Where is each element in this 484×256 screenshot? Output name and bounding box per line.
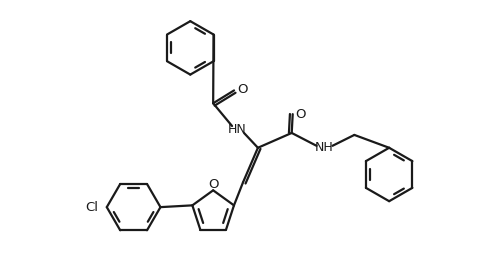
Text: O: O <box>295 108 306 121</box>
Text: HN: HN <box>227 123 246 136</box>
Text: Cl: Cl <box>85 201 98 214</box>
Text: O: O <box>237 83 247 96</box>
Text: O: O <box>208 178 218 191</box>
Text: NH: NH <box>315 141 334 154</box>
